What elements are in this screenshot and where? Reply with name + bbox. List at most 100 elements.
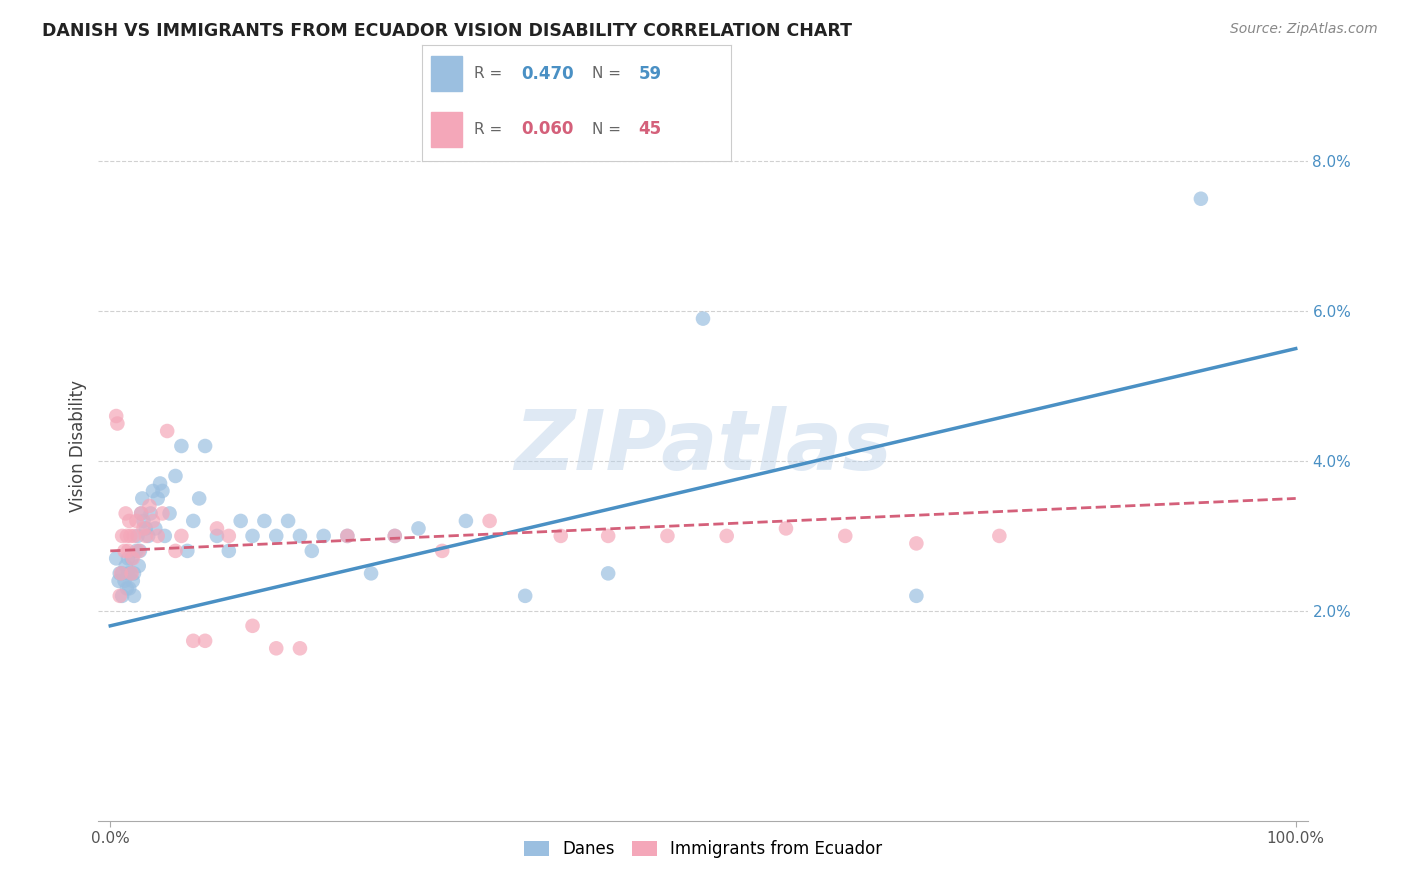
Point xyxy=(188,491,211,506)
Point xyxy=(114,544,136,558)
Point xyxy=(105,551,128,566)
Point xyxy=(149,476,172,491)
Point xyxy=(905,536,928,550)
Point xyxy=(194,439,217,453)
Text: ZIPatlas: ZIPatlas xyxy=(515,406,891,486)
Point xyxy=(152,507,174,521)
Point xyxy=(194,633,217,648)
Point xyxy=(598,529,620,543)
Point xyxy=(120,529,142,543)
Point xyxy=(132,521,155,535)
Point xyxy=(336,529,359,543)
Point xyxy=(288,529,311,543)
Point xyxy=(111,566,134,581)
Point xyxy=(120,566,142,581)
Point xyxy=(128,558,150,573)
Point xyxy=(218,544,240,558)
Point xyxy=(205,521,228,535)
Point xyxy=(115,582,138,596)
Point xyxy=(108,566,131,581)
Point xyxy=(478,514,501,528)
Point xyxy=(117,551,139,566)
Point xyxy=(135,521,157,535)
Point xyxy=(716,529,738,543)
Point xyxy=(181,633,204,648)
Point xyxy=(122,566,145,581)
Point xyxy=(111,589,134,603)
Point xyxy=(129,544,152,558)
Point xyxy=(136,529,159,543)
Point xyxy=(125,544,148,558)
Point xyxy=(550,529,572,543)
Point xyxy=(181,514,204,528)
Point xyxy=(114,507,136,521)
Text: 0.060: 0.060 xyxy=(520,120,574,138)
Point xyxy=(454,514,477,528)
Point xyxy=(105,409,128,423)
Point xyxy=(657,529,679,543)
Point xyxy=(142,483,165,498)
Point xyxy=(264,529,287,543)
Point xyxy=(229,514,252,528)
Point xyxy=(111,529,134,543)
Point xyxy=(121,574,143,588)
Point xyxy=(301,544,323,558)
Point xyxy=(138,499,160,513)
Point xyxy=(129,507,152,521)
Point xyxy=(117,544,139,558)
Point xyxy=(153,529,176,543)
Text: 59: 59 xyxy=(638,64,661,83)
Point xyxy=(205,529,228,543)
Y-axis label: Vision Disability: Vision Disability xyxy=(69,380,87,512)
Point xyxy=(218,529,240,543)
Point xyxy=(384,529,406,543)
Point xyxy=(105,417,128,431)
Point xyxy=(312,529,335,543)
Point xyxy=(834,529,856,543)
Point xyxy=(118,582,141,596)
Point xyxy=(384,529,406,543)
Bar xyxy=(432,56,463,91)
Text: N =: N = xyxy=(592,121,626,136)
Point xyxy=(143,521,166,535)
Point xyxy=(432,544,454,558)
Point xyxy=(775,521,797,535)
Point xyxy=(905,589,928,603)
Point xyxy=(165,469,187,483)
Point xyxy=(142,514,165,528)
Point xyxy=(121,551,143,566)
Point xyxy=(288,641,311,656)
Point xyxy=(122,529,145,543)
Point xyxy=(132,514,155,528)
Text: DANISH VS IMMIGRANTS FROM ECUADOR VISION DISABILITY CORRELATION CHART: DANISH VS IMMIGRANTS FROM ECUADOR VISION… xyxy=(42,22,852,40)
Point xyxy=(336,529,359,543)
Text: Source: ZipAtlas.com: Source: ZipAtlas.com xyxy=(1230,22,1378,37)
Point xyxy=(692,311,714,326)
Point xyxy=(165,544,187,558)
Legend: Danes, Immigrants from Ecuador: Danes, Immigrants from Ecuador xyxy=(517,833,889,864)
Point xyxy=(128,544,150,558)
Point xyxy=(152,483,174,498)
Point xyxy=(242,619,264,633)
Point xyxy=(121,551,143,566)
Point xyxy=(176,544,198,558)
Point xyxy=(146,529,169,543)
Point xyxy=(114,574,136,588)
Point xyxy=(122,589,145,603)
Point xyxy=(108,589,131,603)
Point xyxy=(146,491,169,506)
Point xyxy=(170,439,193,453)
Text: R =: R = xyxy=(474,66,508,81)
Point xyxy=(408,521,430,535)
Point xyxy=(131,491,153,506)
Text: 0.470: 0.470 xyxy=(520,64,574,83)
Point xyxy=(127,529,149,543)
Point xyxy=(115,529,138,543)
Bar xyxy=(432,112,463,146)
Point xyxy=(135,529,157,543)
Point xyxy=(988,529,1011,543)
Point xyxy=(159,507,181,521)
Point xyxy=(253,514,276,528)
Point xyxy=(277,514,299,528)
Point xyxy=(129,507,152,521)
